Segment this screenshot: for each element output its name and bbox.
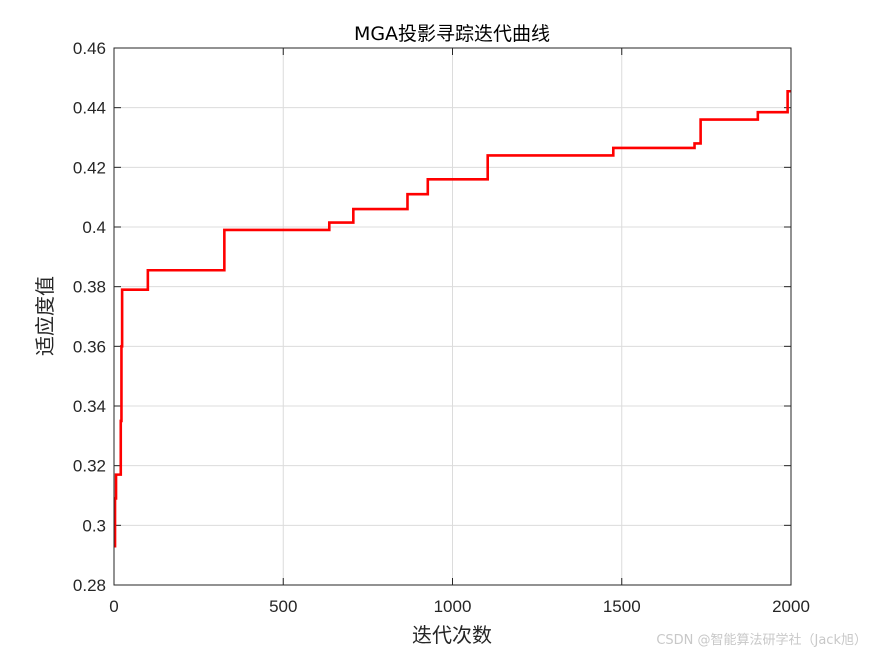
- chart-title: MGA投影寻踪迭代曲线: [354, 23, 550, 45]
- y-tick-label: 0.28: [73, 576, 106, 595]
- x-tick-labels: 0 500 1000 1500 2000: [109, 597, 810, 616]
- watermark: CSDN @智能算法研学社（Jack旭）: [656, 633, 867, 648]
- y-tick-label: 0.4: [82, 218, 106, 237]
- y-axis-label: 适应度值: [33, 276, 57, 356]
- y-tick-labels: 0.28 0.3 0.32 0.34 0.36 0.38 0.4 0.42 0.44 0.46: [73, 39, 106, 595]
- x-tick-label: 2000: [772, 597, 810, 616]
- series-line-fitness: [113, 89, 791, 548]
- x-tick-label: 0: [109, 597, 118, 616]
- y-tick-label: 0.32: [73, 457, 106, 476]
- y-tick-label: 0.38: [73, 278, 106, 297]
- x-tick-label: 1000: [434, 597, 472, 616]
- grid-lines: [114, 48, 791, 585]
- x-tick-label: 500: [269, 597, 297, 616]
- axes-box: [113, 47, 792, 586]
- y-tick-label: 0.46: [73, 39, 106, 58]
- y-tick-label: 0.44: [73, 99, 106, 118]
- y-tick-label: 0.34: [73, 397, 106, 416]
- x-tick-label: 1500: [603, 597, 641, 616]
- y-tick-label: 0.3: [82, 516, 106, 535]
- y-tick-label: 0.42: [73, 158, 106, 177]
- y-tick-label: 0.36: [73, 337, 106, 356]
- x-axis-label: 迭代次数: [412, 623, 492, 647]
